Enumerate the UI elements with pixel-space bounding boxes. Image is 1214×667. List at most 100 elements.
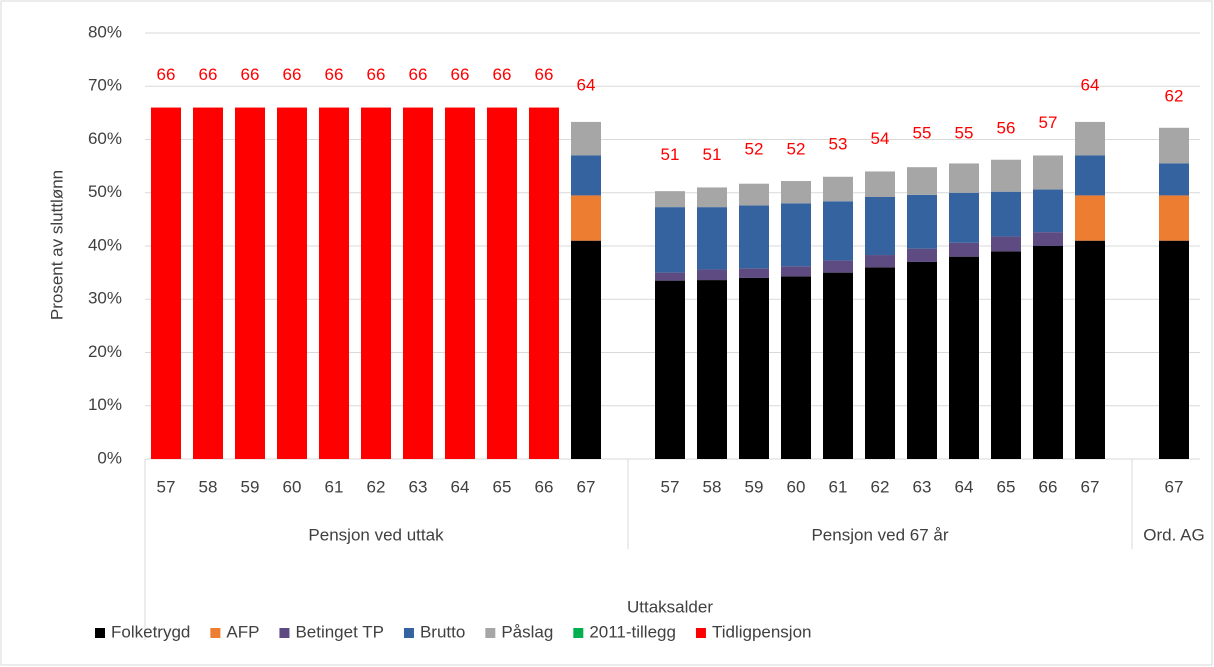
legend-swatch [210,628,221,638]
x-tick-label: 58 [199,477,218,496]
legend-label: Brutto [420,622,465,641]
total-label: 51 [661,145,680,164]
bar-segment [403,107,433,460]
bar-segment [1033,246,1063,459]
y-tick-label: 20% [88,342,122,361]
total-label: 66 [451,65,470,84]
total-label: 66 [157,65,176,84]
x-tick-label: 57 [157,477,176,496]
y-tick-label: 30% [88,289,122,308]
total-label: 55 [955,124,974,143]
bar-segment [739,205,769,269]
bar-segment [823,260,853,273]
x-tick-label: 67 [1081,477,1100,496]
bar-segment [655,280,685,459]
bar-segment [655,207,685,273]
bar-segment [1033,189,1063,233]
bar-segment [1075,195,1105,241]
bar-segment [823,201,853,261]
legend-swatch [403,628,414,638]
bar-segment [655,272,685,281]
total-label: 53 [829,134,848,153]
x-tick-label: 61 [829,477,848,496]
x-tick-label: 63 [409,477,428,496]
y-tick-label: 0% [97,448,122,467]
bar-segment [487,107,517,460]
x-tick-label: 60 [787,477,806,496]
bar-segment [697,187,727,208]
bar-segment [991,236,1021,252]
bar-segment [571,195,601,241]
x-tick-label: 59 [745,477,764,496]
x-tick-label: 66 [1039,477,1058,496]
legend-swatch [279,628,290,638]
bar-segment [739,277,769,459]
total-label: 66 [199,65,218,84]
x-tick-label: 59 [241,477,260,496]
x-tick-label: 62 [871,477,890,496]
bar-segment [907,248,937,262]
bar-segment [781,276,811,459]
bar-segment [697,280,727,459]
legend-label: Påslag [501,622,553,641]
bar-segment [949,242,979,257]
bar-segment [277,107,307,460]
x-tick-label: 63 [913,477,932,496]
y-tick-label: 60% [88,129,122,148]
x-tick-label: 57 [661,477,680,496]
bar-segment [697,269,727,281]
bar-segment [445,107,475,460]
total-label: 66 [283,65,302,84]
total-label: 64 [577,76,596,95]
bar-segment [361,107,391,460]
group-label: Pensjon ved uttak [308,525,444,544]
bar-segment [571,240,601,459]
bar-segment [235,107,265,460]
bar-segment [1159,240,1189,459]
bar-segment [991,159,1021,192]
bar-segment [781,266,811,277]
total-label: 56 [997,118,1016,137]
bar-segment [571,155,601,196]
y-tick-label: 10% [88,395,122,414]
total-label: 64 [1081,76,1100,95]
total-label: 55 [913,124,932,143]
bar-segment [781,181,811,204]
total-label: 66 [493,65,512,84]
bar-segment [1159,195,1189,241]
x-axis-title: Uttaksalder [627,597,713,616]
bar-segment [1033,155,1063,190]
x-tick-label: 58 [703,477,722,496]
x-tick-label: 66 [535,477,554,496]
x-tick-label: 60 [283,477,302,496]
y-tick-label: 80% [88,22,122,41]
group-label: Pensjon ved 67 år [811,525,948,544]
total-label: 51 [703,145,722,164]
bar-segment [949,163,979,193]
bar-segment [949,192,979,243]
bar-segment [823,272,853,459]
bar-segment [865,197,895,256]
total-label: 66 [535,65,554,84]
legend-label: Tidligpensjon [712,622,812,641]
y-tick-label: 70% [88,76,122,95]
total-label: 57 [1039,113,1058,132]
bar-segment [781,203,811,267]
bar-segment [1159,127,1189,164]
bar-segment [1159,163,1189,196]
bar-segment [907,261,937,459]
legend-label: AFP [226,622,259,641]
y-axis-title: Prosent av sluttlønn [47,170,66,320]
bar-segment [1075,155,1105,196]
legend-swatch [485,628,496,638]
x-tick-label: 61 [325,477,344,496]
y-tick-label: 40% [88,235,122,254]
bar-segment [739,183,769,206]
x-tick-label: 67 [577,477,596,496]
total-label: 52 [745,140,764,159]
total-label: 66 [325,65,344,84]
legend-label: Betinget TP [295,622,384,641]
x-tick-label: 65 [997,477,1016,496]
bar-segment [1075,240,1105,459]
